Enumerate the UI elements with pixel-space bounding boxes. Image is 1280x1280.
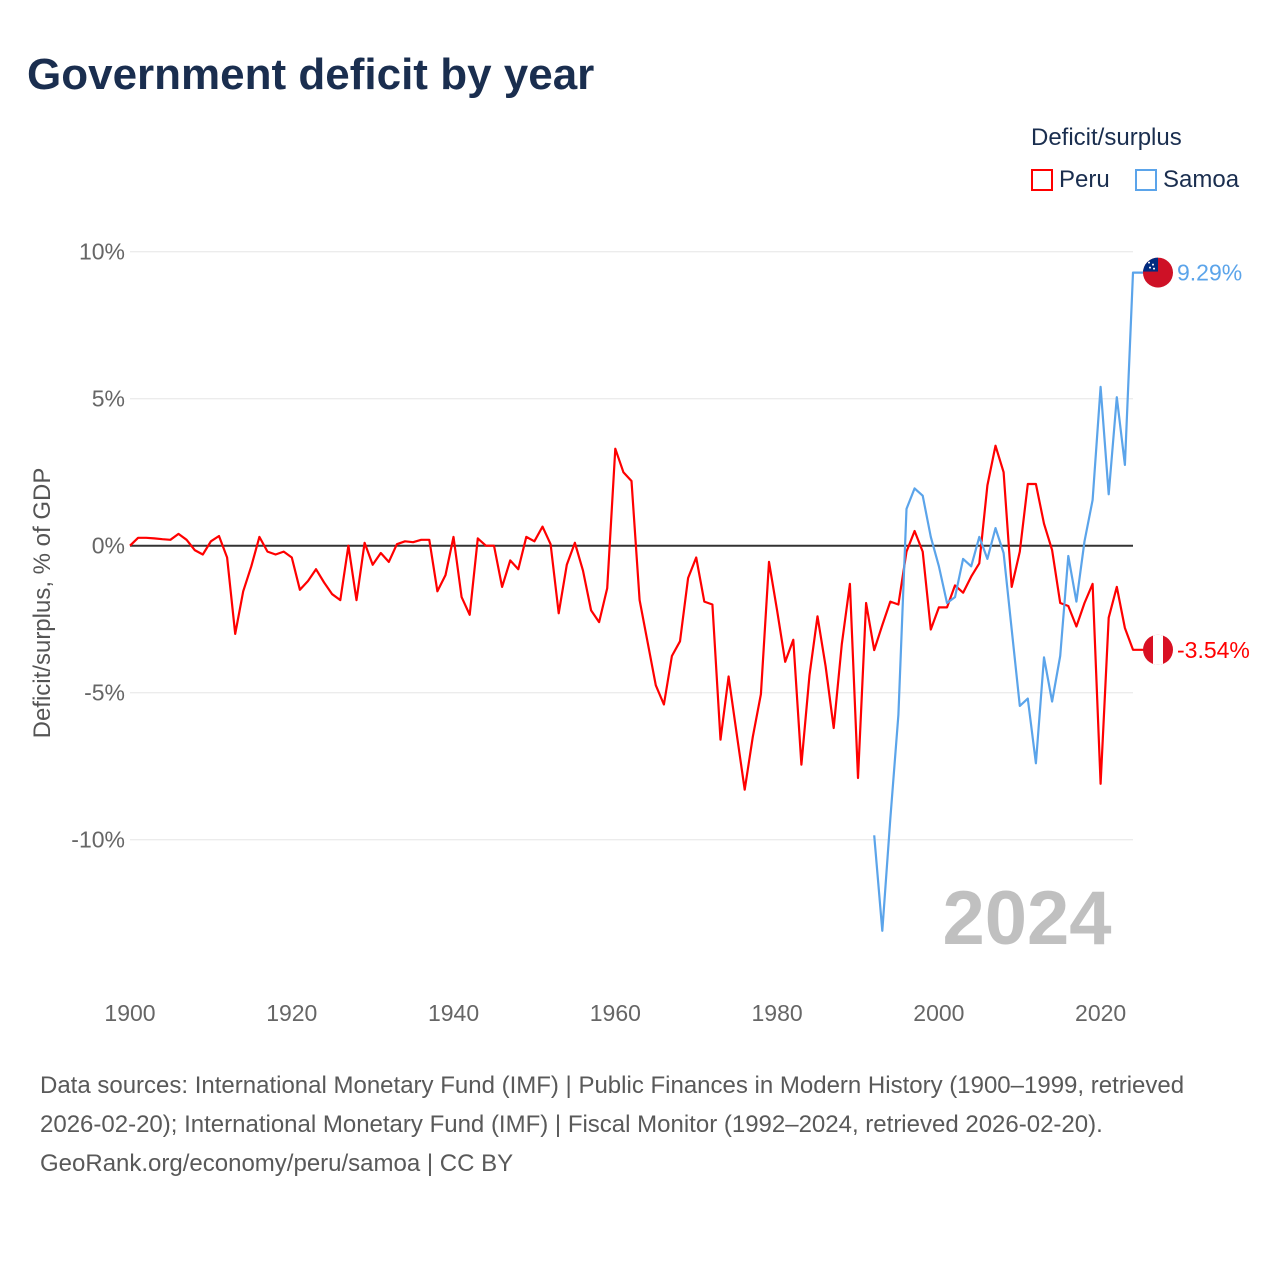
y-tick-label: -10% [71,827,125,853]
x-tick-label: 1980 [752,1000,803,1026]
end-value-label-samoa: 9.29% [1177,260,1242,286]
legend-swatch-peru [1031,169,1053,191]
x-tick-label: 2020 [1075,1000,1126,1026]
x-tick-label: 1920 [266,1000,317,1026]
data-sources: Data sources: International Monetary Fun… [40,1072,1185,1138]
x-tick-label: 1900 [104,1000,155,1026]
credit-link[interactable]: GeoRank.org/economy/peru/samoa | CC BY [40,1150,514,1177]
year-watermark: 2024 [942,876,1111,961]
legend-label-samoa: Samoa [1163,166,1240,193]
y-tick-label: -5% [84,680,125,706]
footer: Data sources: International Monetary Fun… [40,1066,1240,1183]
series-line-peru [129,444,1145,791]
x-tick-label: 2000 [913,1000,964,1026]
x-tick-label: 1960 [590,1000,641,1026]
x-tick-label: 1940 [428,1000,479,1026]
chart-title: Government deficit by year [27,50,595,99]
legend-label-peru: Peru [1059,166,1110,193]
legend-item-samoa[interactable]: Samoa [1135,166,1239,194]
legend-swatch-samoa [1135,169,1157,191]
y-tick-label: 0% [92,533,125,559]
y-tick-label: 5% [92,386,125,412]
y-axis-title: Deficit/surplus, % of GDP [29,468,56,739]
end-value-label-peru: -3.54% [1177,637,1250,663]
legend-item-peru[interactable]: Peru [1031,166,1110,194]
y-tick-label: 10% [79,239,125,265]
series-line-samoa [873,271,1145,932]
peru-flag-icon [1143,634,1173,665]
legend-title: Deficit/surplus [1031,124,1182,151]
samoa-flag-icon [1143,257,1173,288]
